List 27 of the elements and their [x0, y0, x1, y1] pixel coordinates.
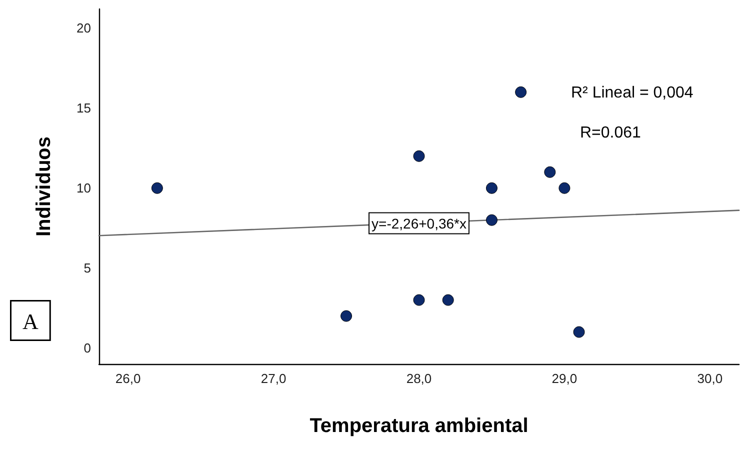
- x-tick-label: 30,0: [697, 371, 723, 386]
- point: [413, 150, 425, 162]
- x-tick-label: 29,0: [552, 371, 578, 386]
- x-tick-label: 26,0: [115, 371, 141, 386]
- y-tick-label: 20: [76, 20, 91, 36]
- point: [442, 294, 454, 306]
- text: A: [22, 309, 38, 334]
- y-tick-label: 10: [76, 180, 91, 196]
- x-tick-label: 28,0: [406, 371, 432, 386]
- point: [558, 182, 570, 194]
- point: [573, 326, 585, 338]
- point: [486, 182, 498, 194]
- y-tick-label: 15: [76, 100, 91, 116]
- x-axis-title: Temperatura ambiental: [310, 415, 528, 437]
- x-tick-label: 27,0: [260, 371, 286, 386]
- y-tick-label: 5: [84, 260, 91, 276]
- point: [515, 86, 527, 98]
- point: [151, 182, 163, 194]
- point: [486, 214, 498, 226]
- annotation: R=0.061: [580, 124, 642, 142]
- point: [413, 294, 425, 306]
- annotation: R² Lineal = 0,004: [571, 84, 694, 102]
- point: [340, 310, 352, 322]
- y-axis-title: Individuos: [33, 136, 55, 236]
- y-tick-label: 0: [84, 340, 91, 356]
- annotation: y=-2,26+0,36*x: [372, 215, 466, 232]
- point: [544, 166, 556, 178]
